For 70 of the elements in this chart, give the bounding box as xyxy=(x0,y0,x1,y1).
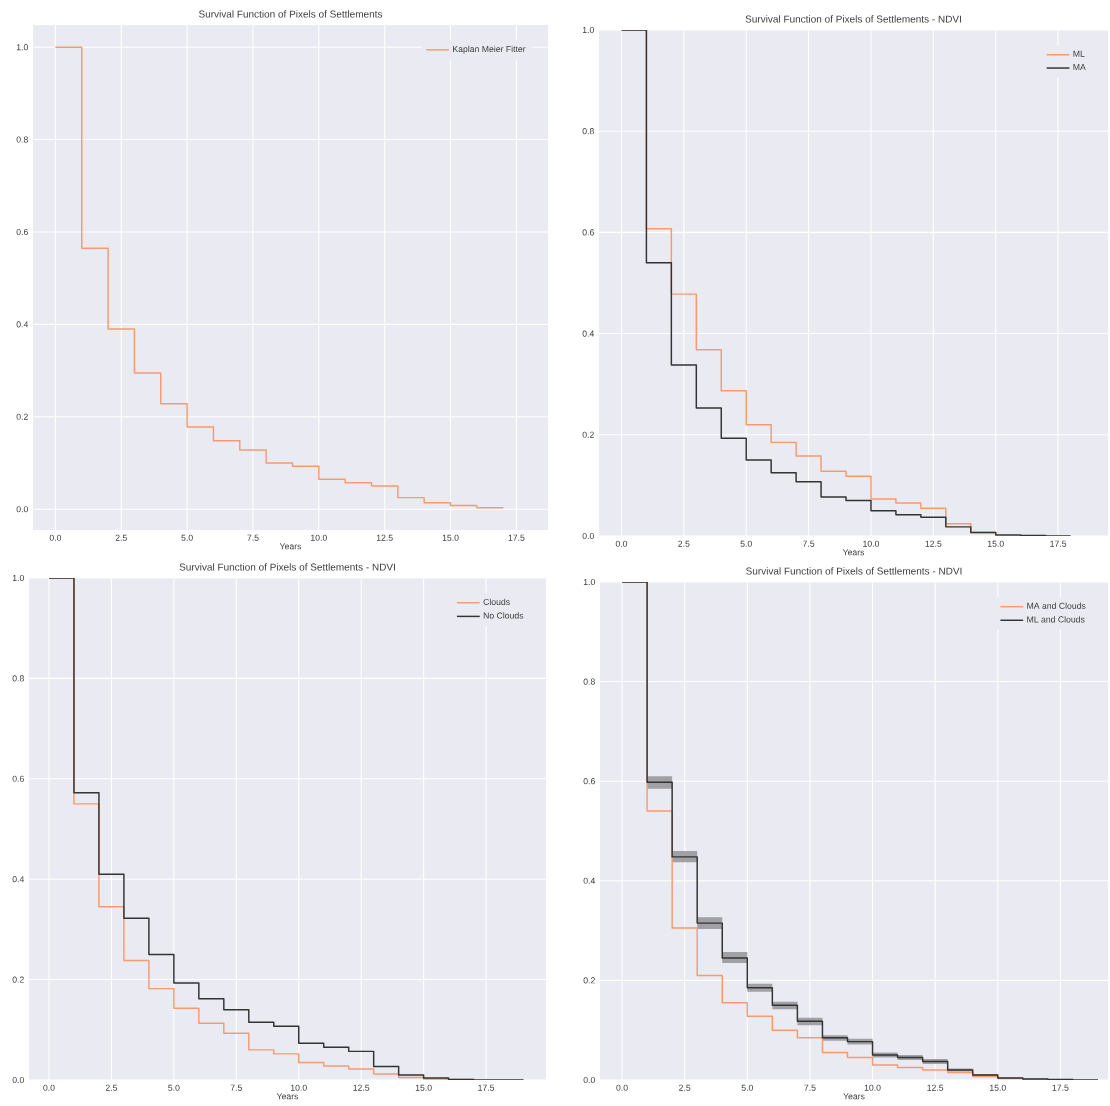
y-tick-label: 1.0 xyxy=(16,44,28,51)
x-tick-label: 15.0 xyxy=(987,540,1004,547)
legend-label: No Clouds xyxy=(483,612,524,619)
y-tick-label: 0.8 xyxy=(583,678,595,685)
x-tick-label: 12.5 xyxy=(927,1084,944,1091)
y-tick-label: 0.6 xyxy=(16,228,28,236)
y-tick-label: 0.4 xyxy=(16,321,29,328)
y-tick-label: 1.0 xyxy=(12,574,24,582)
x-tick-label: 12.5 xyxy=(925,540,942,547)
y-tick-label: 0.2 xyxy=(16,413,28,420)
x-tick-label: 17.5 xyxy=(478,1084,495,1091)
x-axis-title: Years xyxy=(842,549,865,556)
x-tick-label: 15.0 xyxy=(990,1084,1006,1091)
x-tick-label: 10.0 xyxy=(864,1084,881,1091)
x-axis-title: Years xyxy=(843,1093,865,1100)
x-tick-label: 5.0 xyxy=(740,540,752,547)
x-tick-label: 12.5 xyxy=(376,534,393,541)
y-tick-label: 0.6 xyxy=(583,778,595,785)
x-tick-label: 5.0 xyxy=(181,534,193,541)
x-axis-title: Years xyxy=(279,543,302,550)
y-tick-label: 0.6 xyxy=(582,229,594,236)
legend-label: MA xyxy=(1073,64,1086,71)
y-tick-label: 0.0 xyxy=(16,506,28,513)
x-tick-label: 7.5 xyxy=(230,1084,242,1091)
legend-label: ML and Clouds xyxy=(1027,616,1085,623)
x-tick-label: 7.5 xyxy=(247,534,259,541)
legend-label: Kaplan Meier Fitter xyxy=(453,45,526,54)
legend-label: MA and Clouds xyxy=(1027,602,1086,609)
x-tick-label: 10.0 xyxy=(290,1084,307,1091)
x-tick-label: 2.5 xyxy=(679,1084,691,1091)
x-tick-label: 12.5 xyxy=(353,1084,370,1091)
x-tick-label: 0.0 xyxy=(615,540,628,547)
y-tick-label: 0.8 xyxy=(12,675,24,682)
y-tick-label: 0.6 xyxy=(12,775,24,782)
x-tick-label: 0.0 xyxy=(49,534,62,541)
chart-title: Survival Function of Pixels of Settlements - NDVI xyxy=(746,567,962,575)
y-tick-label: 0.2 xyxy=(583,977,595,984)
x-tick-label: 0.0 xyxy=(616,1084,628,1091)
x-tick-label: 10.0 xyxy=(311,534,327,541)
x-tick-label: 10.0 xyxy=(863,540,880,547)
legend-label: ML xyxy=(1073,50,1085,57)
y-tick-label: 0.2 xyxy=(582,431,594,438)
x-tick-label: 17.5 xyxy=(508,534,525,541)
y-tick-label: 1.0 xyxy=(582,26,594,34)
legend-label: Clouds xyxy=(483,598,510,606)
x-tick-label: 2.5 xyxy=(678,540,690,547)
y-tick-label: 0.8 xyxy=(582,128,594,135)
y-tick-label: 0.2 xyxy=(12,976,24,983)
y-tick-label: 1.0 xyxy=(583,578,595,586)
x-tick-label: 15.0 xyxy=(442,534,459,541)
x-tick-label: 15.0 xyxy=(415,1084,432,1091)
x-tick-label: 0.0 xyxy=(43,1084,55,1091)
chart-title: Survival Function of Pixels of Settlements - NDVI xyxy=(179,563,395,571)
x-axis-title: Years xyxy=(276,1093,299,1100)
y-tick-label: 0.0 xyxy=(12,1076,24,1084)
x-tick-label: 5.0 xyxy=(741,1084,753,1091)
x-tick-label: 2.5 xyxy=(115,534,127,541)
x-tick-label: 7.5 xyxy=(804,1084,816,1091)
x-tick-label: 2.5 xyxy=(105,1084,118,1091)
y-tick-label: 0.4 xyxy=(582,330,595,337)
chart-title: Survival Function of Pixels of Settlements xyxy=(198,10,383,18)
y-tick-label: 0.4 xyxy=(583,877,596,884)
y-tick-label: 0.4 xyxy=(12,876,25,883)
y-tick-label: 0.0 xyxy=(583,1076,595,1084)
y-tick-label: 0.8 xyxy=(16,136,28,143)
x-tick-label: 7.5 xyxy=(803,540,815,547)
chart-title: Survival Function of Pixels of Settlements - NDVI xyxy=(745,15,961,23)
x-tick-label: 5.0 xyxy=(168,1084,180,1091)
x-tick-label: 17.5 xyxy=(1052,1084,1069,1091)
x-tick-label: 17.5 xyxy=(1050,540,1067,547)
